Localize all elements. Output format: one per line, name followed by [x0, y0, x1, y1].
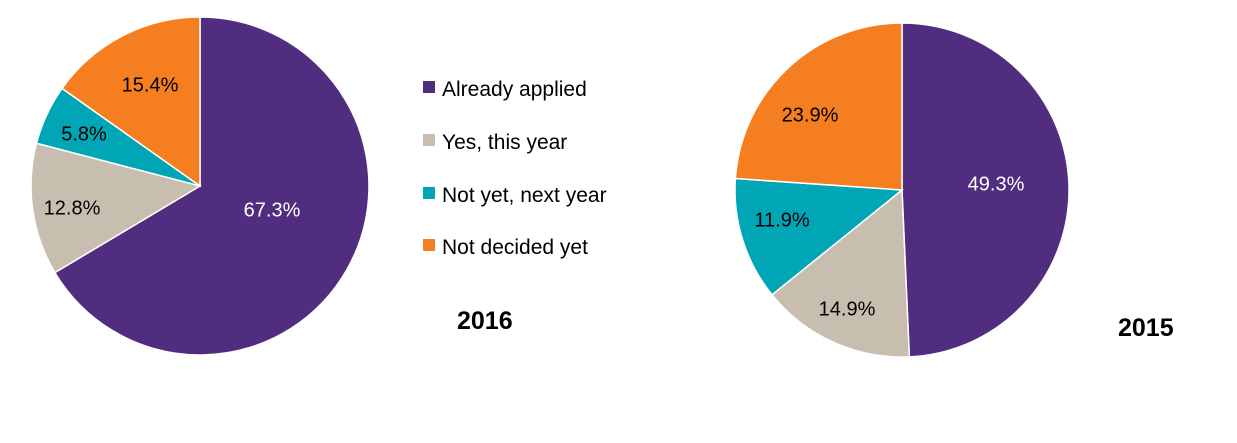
data-label-2015-yes-this-year: 14.9%: [819, 298, 876, 320]
data-label-2015-not-yet-next-year: 11.9%: [754, 209, 809, 231]
data-label-2016-not-yet-next-year: 5.8%: [61, 123, 107, 145]
pie-chart-2016: 67.3% 12.8% 5.8% 15.4%: [30, 16, 370, 356]
legend-label-yes-this-year: Yes, this year: [442, 131, 567, 154]
legend-item-yes-this-year: Yes, this year: [423, 131, 567, 154]
legend-label-already-applied: Already applied: [442, 78, 587, 101]
legend-swatch-not-yet-next-year: [423, 187, 435, 199]
pie-slice-2015-yes-this-year: [770, 188, 911, 358]
legend: Already applied Yes, this year Not yet, …: [423, 78, 607, 259]
legend-label-not-yet-next-year: Not yet, next year: [442, 184, 607, 207]
pie-slice-2016-not-decided-yet: [60, 16, 201, 188]
chart-title-2015: 2015: [1118, 314, 1174, 342]
legend-item-already-applied: Already applied: [423, 78, 587, 101]
chart-title-2016: 2016: [457, 307, 513, 335]
pie-slice-2016-already-applied: [53, 16, 370, 356]
data-label-2015-already-applied: 49.3%: [968, 173, 1025, 195]
legend-item-not-decided-yet: Not decided yet: [423, 236, 588, 259]
data-label-2015-not-decided-yet: 23.9%: [782, 104, 839, 126]
data-label-2016-already-applied: 67.3%: [244, 199, 301, 221]
legend-swatch-already-applied: [423, 81, 435, 93]
pie-slice-2015-not-yet-next-year: [734, 177, 904, 296]
pie-chart-2015: 49.3% 14.9% 11.9% 23.9%: [734, 22, 1070, 358]
legend-item-not-yet-next-year: Not yet, next year: [423, 184, 607, 207]
data-label-2016-yes-this-year: 12.8%: [44, 197, 101, 219]
data-label-2016-not-decided-yet: 15.4%: [122, 74, 179, 96]
legend-swatch-yes-this-year: [423, 134, 435, 146]
pie-slice-2015-not-decided-yet: [734, 22, 903, 191]
pie-slice-2015-already-applied: [901, 22, 1070, 358]
legend-label-not-decided-yet: Not decided yet: [442, 236, 588, 259]
legend-swatch-not-decided-yet: [423, 239, 435, 251]
